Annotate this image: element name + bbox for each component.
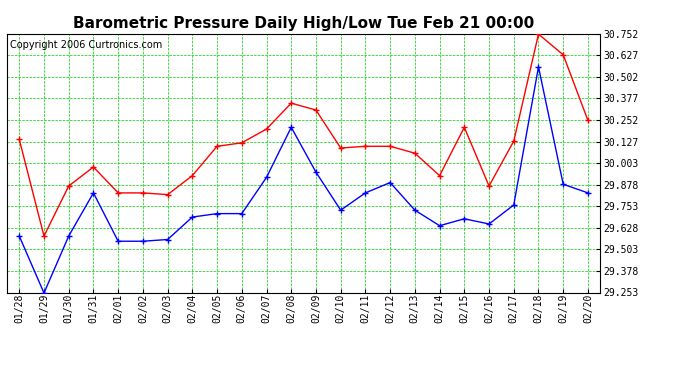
Text: Copyright 2006 Curtronics.com: Copyright 2006 Curtronics.com xyxy=(10,40,162,50)
Title: Barometric Pressure Daily High/Low Tue Feb 21 00:00: Barometric Pressure Daily High/Low Tue F… xyxy=(73,16,534,31)
